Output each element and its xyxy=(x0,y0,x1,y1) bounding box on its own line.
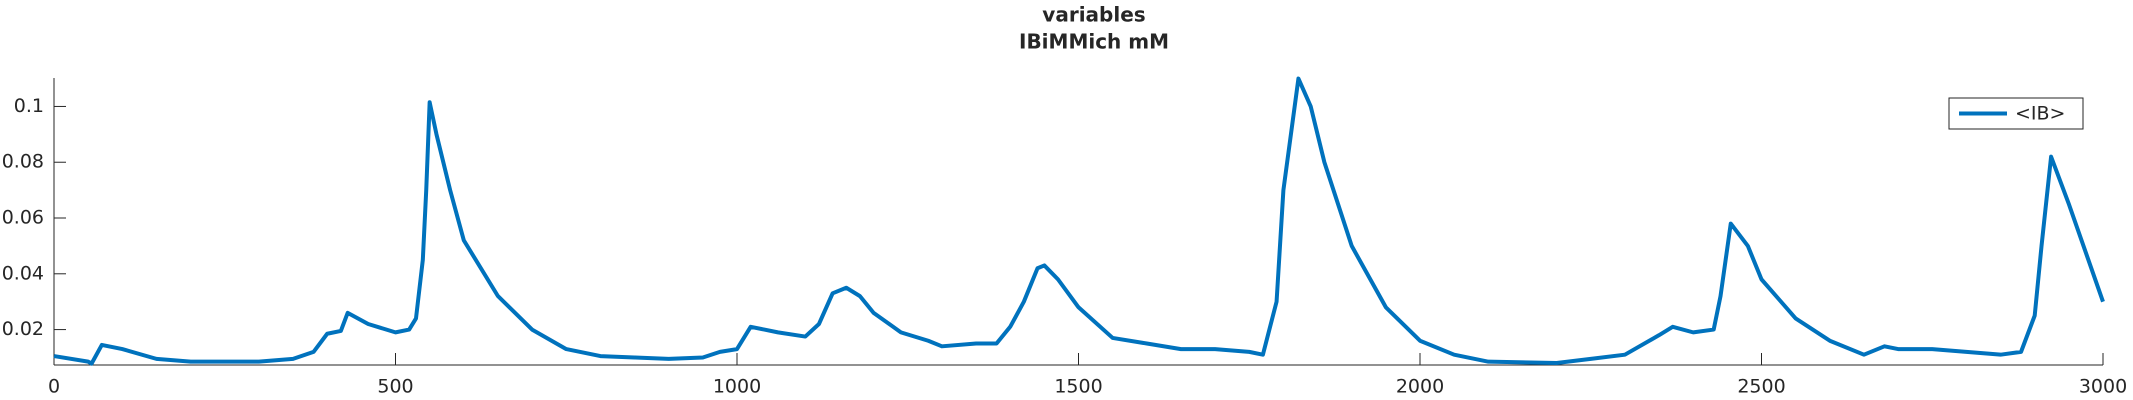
y-tick-label: 0.02 xyxy=(2,318,44,340)
x-tick-label: 1500 xyxy=(1054,376,1102,398)
data-line xyxy=(53,76,2105,366)
chart-subtitle: IBiMMich mM xyxy=(1019,30,1169,54)
y-tick-label: 0.1 xyxy=(14,95,44,117)
x-tick-label: 3000 xyxy=(2079,376,2127,398)
x-tick-label: 2500 xyxy=(1737,376,1785,398)
y-tick-label: 0.06 xyxy=(2,207,44,229)
x-tick-label: 1000 xyxy=(713,376,761,398)
chart-title: variables xyxy=(1042,3,1145,27)
x-tick-label: 2000 xyxy=(1396,376,1444,398)
legend-label: <IB> xyxy=(2015,103,2065,125)
y-tick-label: 0.08 xyxy=(2,151,44,173)
y-tick-label: 0.04 xyxy=(2,262,44,284)
x-tick-label: 500 xyxy=(377,376,413,398)
x-tick-label: 0 xyxy=(48,376,60,398)
